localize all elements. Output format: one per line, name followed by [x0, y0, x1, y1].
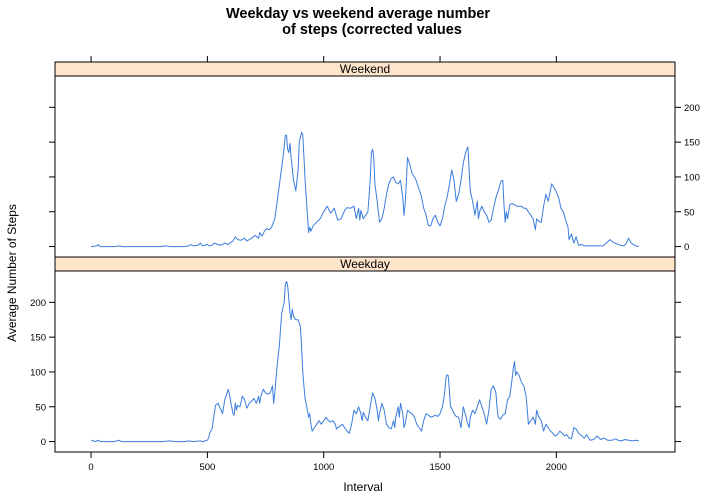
x-axis-label: Interval	[343, 480, 382, 494]
panel-frame-weekday	[54, 270, 676, 453]
ytick-label-weekday-0: 0	[41, 437, 46, 448]
ytick-label-weekday-100: 100	[30, 367, 46, 378]
xtick-label-500: 500	[199, 462, 215, 473]
ytick-label-weekend-150: 150	[684, 138, 700, 149]
ytick-label-weekend-200: 200	[684, 103, 700, 114]
panels-group: Weekend Weekday	[54, 61, 676, 453]
strip-label-weekend: Weekend	[340, 62, 390, 76]
chart-title-line-2: of steps (corrected values	[282, 22, 462, 38]
series-line-weekday	[90, 280, 640, 443]
y-axis-label: Average Number of Steps	[5, 204, 19, 342]
ytick-label-weekend-100: 100	[684, 172, 700, 183]
ytick-label-weekday-50: 50	[35, 402, 46, 413]
ytick-label-weekday-150: 150	[30, 333, 46, 344]
xtick-label-0: 0	[88, 462, 93, 473]
ytick-label-weekend-50: 50	[684, 207, 695, 218]
chart-title-line-1: Weekday vs weekend average number	[226, 6, 490, 22]
xtick-label-1500: 1500	[429, 462, 450, 473]
series-line-weekend	[91, 131, 640, 248]
xtick-label-1000: 1000	[313, 462, 334, 473]
panel-frame-weekend	[54, 75, 676, 258]
ytick-label-weekday-200: 200	[30, 298, 46, 309]
ytick-label-weekend-0: 0	[684, 242, 689, 253]
xtick-label-2000: 2000	[546, 462, 567, 473]
strip-label-weekday: Weekday	[340, 257, 390, 271]
